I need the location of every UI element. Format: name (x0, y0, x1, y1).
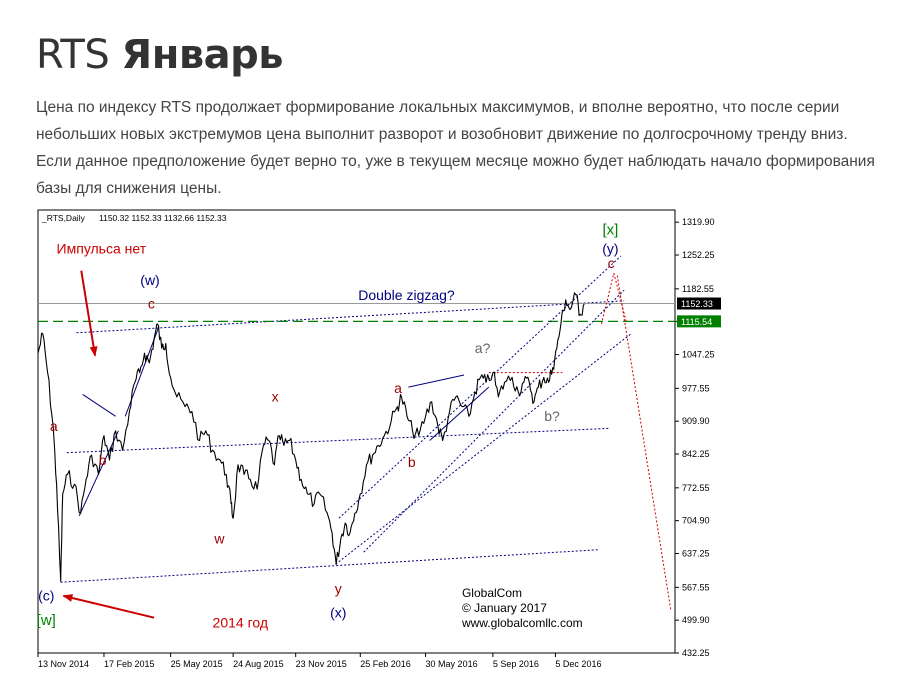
wave-label: b (99, 452, 107, 468)
wave-label: x (272, 389, 279, 405)
x-tick-label: 25 May 2015 (171, 659, 223, 669)
trendline-13 (335, 333, 632, 565)
wave-label: a (394, 380, 402, 396)
x-axis: 13 Nov 2014 17 Feb 2015 25 May 2015 24 Aug … (37, 653, 601, 669)
wave-label: (y) (602, 241, 618, 257)
price-series (37, 292, 585, 582)
y-tick-label: 772.55 (682, 483, 710, 493)
trendline-10 (408, 374, 465, 388)
y-tick-label: 977.55 (682, 383, 710, 393)
wave-label: (c) (38, 588, 54, 604)
page-title: RTS Январь (36, 30, 284, 80)
y-tick-label: 1047.25 (682, 350, 715, 360)
trendline-7 (82, 394, 116, 417)
y-tick-label: 1252.25 (682, 250, 715, 260)
trendline-3 (60, 549, 599, 583)
trendline-11 (338, 255, 622, 519)
wave-label: [w] (37, 612, 56, 629)
x-tick-label: 17 Feb 2015 (104, 659, 155, 669)
wave-label: a? (475, 340, 491, 356)
annotation-text: Импульса нет (57, 241, 147, 257)
arrows (62, 270, 155, 619)
price-label-box (677, 297, 721, 310)
y-tick-label: 432.25 (682, 648, 710, 658)
article-paragraph: Цена по индексу RTS продолжает формирова… (36, 99, 875, 197)
y-tick-label: 1319.90 (682, 217, 715, 227)
title-plain: RTS (36, 32, 122, 78)
annotation-arrow-2 (62, 594, 155, 619)
price-labels: 1152.33 1115.54 (677, 297, 721, 328)
x-tick-label: 25 Feb 2016 (360, 659, 411, 669)
watermark-line: GlobalCom (462, 586, 522, 600)
wave-label: w (213, 530, 225, 546)
watermark: GlobalCom© January 2017www.globalcomllc.… (461, 586, 583, 630)
x-tick-label: 23 Nov 2015 (296, 659, 347, 669)
title-bold: Январь (121, 32, 284, 78)
x-tick-label: 13 Nov 2014 (38, 659, 89, 669)
annotation-arrow-1 (80, 270, 98, 357)
wave-label: b (408, 454, 416, 470)
wave-label: (w) (140, 272, 159, 288)
x-tick-label: 30 May 2016 (426, 659, 478, 669)
price-label-text: 1115.54 (681, 317, 712, 327)
wave-label: (x) (330, 605, 346, 621)
annotations: Импульса нет Double zigzag? 2014 год (57, 241, 455, 631)
y-tick-label: 1182.55 (682, 284, 714, 294)
trendline-15 (600, 272, 615, 325)
trendline-1 (76, 300, 625, 334)
y-tick-label: 637.25 (682, 549, 710, 559)
wave-label: a (50, 418, 58, 434)
ohlc-label: 1150.32 1152.33 1132.66 1152.33 (99, 213, 227, 223)
y-tick-label: 499.90 (682, 615, 710, 625)
plot-frame (37, 209, 676, 654)
x-tick-label: 5 Dec 2016 (555, 659, 601, 669)
x-tick-label: 24 Aug 2015 (233, 659, 284, 669)
rts-chart: _RTS,Daily 1150.32 1152.33 1132.66 1152.… (34, 206, 724, 674)
y-tick-label: 909.90 (682, 416, 710, 426)
y-tick-label: 704.90 (682, 516, 710, 526)
y-tick-label: 842.25 (682, 449, 710, 459)
series-line-1 (37, 292, 585, 582)
price-label-box (677, 315, 721, 328)
price-label-text: 1152.33 (681, 299, 713, 309)
wave-label: [x] (602, 221, 618, 238)
wave-label: y (335, 580, 342, 596)
watermark-line: www.globalcomllc.com (461, 616, 583, 630)
y-tick-label: 567.55 (682, 582, 710, 592)
annotation-text: 2014 год (213, 614, 268, 630)
trendline-16 (613, 272, 627, 322)
annotation-text: Double zigzag? (358, 287, 455, 303)
trendlines (38, 255, 675, 611)
watermark-line: © January 2017 (462, 601, 547, 615)
symbol-label: _RTS,Daily (41, 213, 86, 223)
x-tick-label: 5 Sep 2016 (493, 659, 539, 669)
wave-label: b? (544, 408, 560, 424)
trendline-12 (363, 289, 625, 553)
wave-label: c (608, 255, 615, 271)
wave-label: c (148, 296, 155, 312)
trendline-17 (616, 275, 672, 611)
